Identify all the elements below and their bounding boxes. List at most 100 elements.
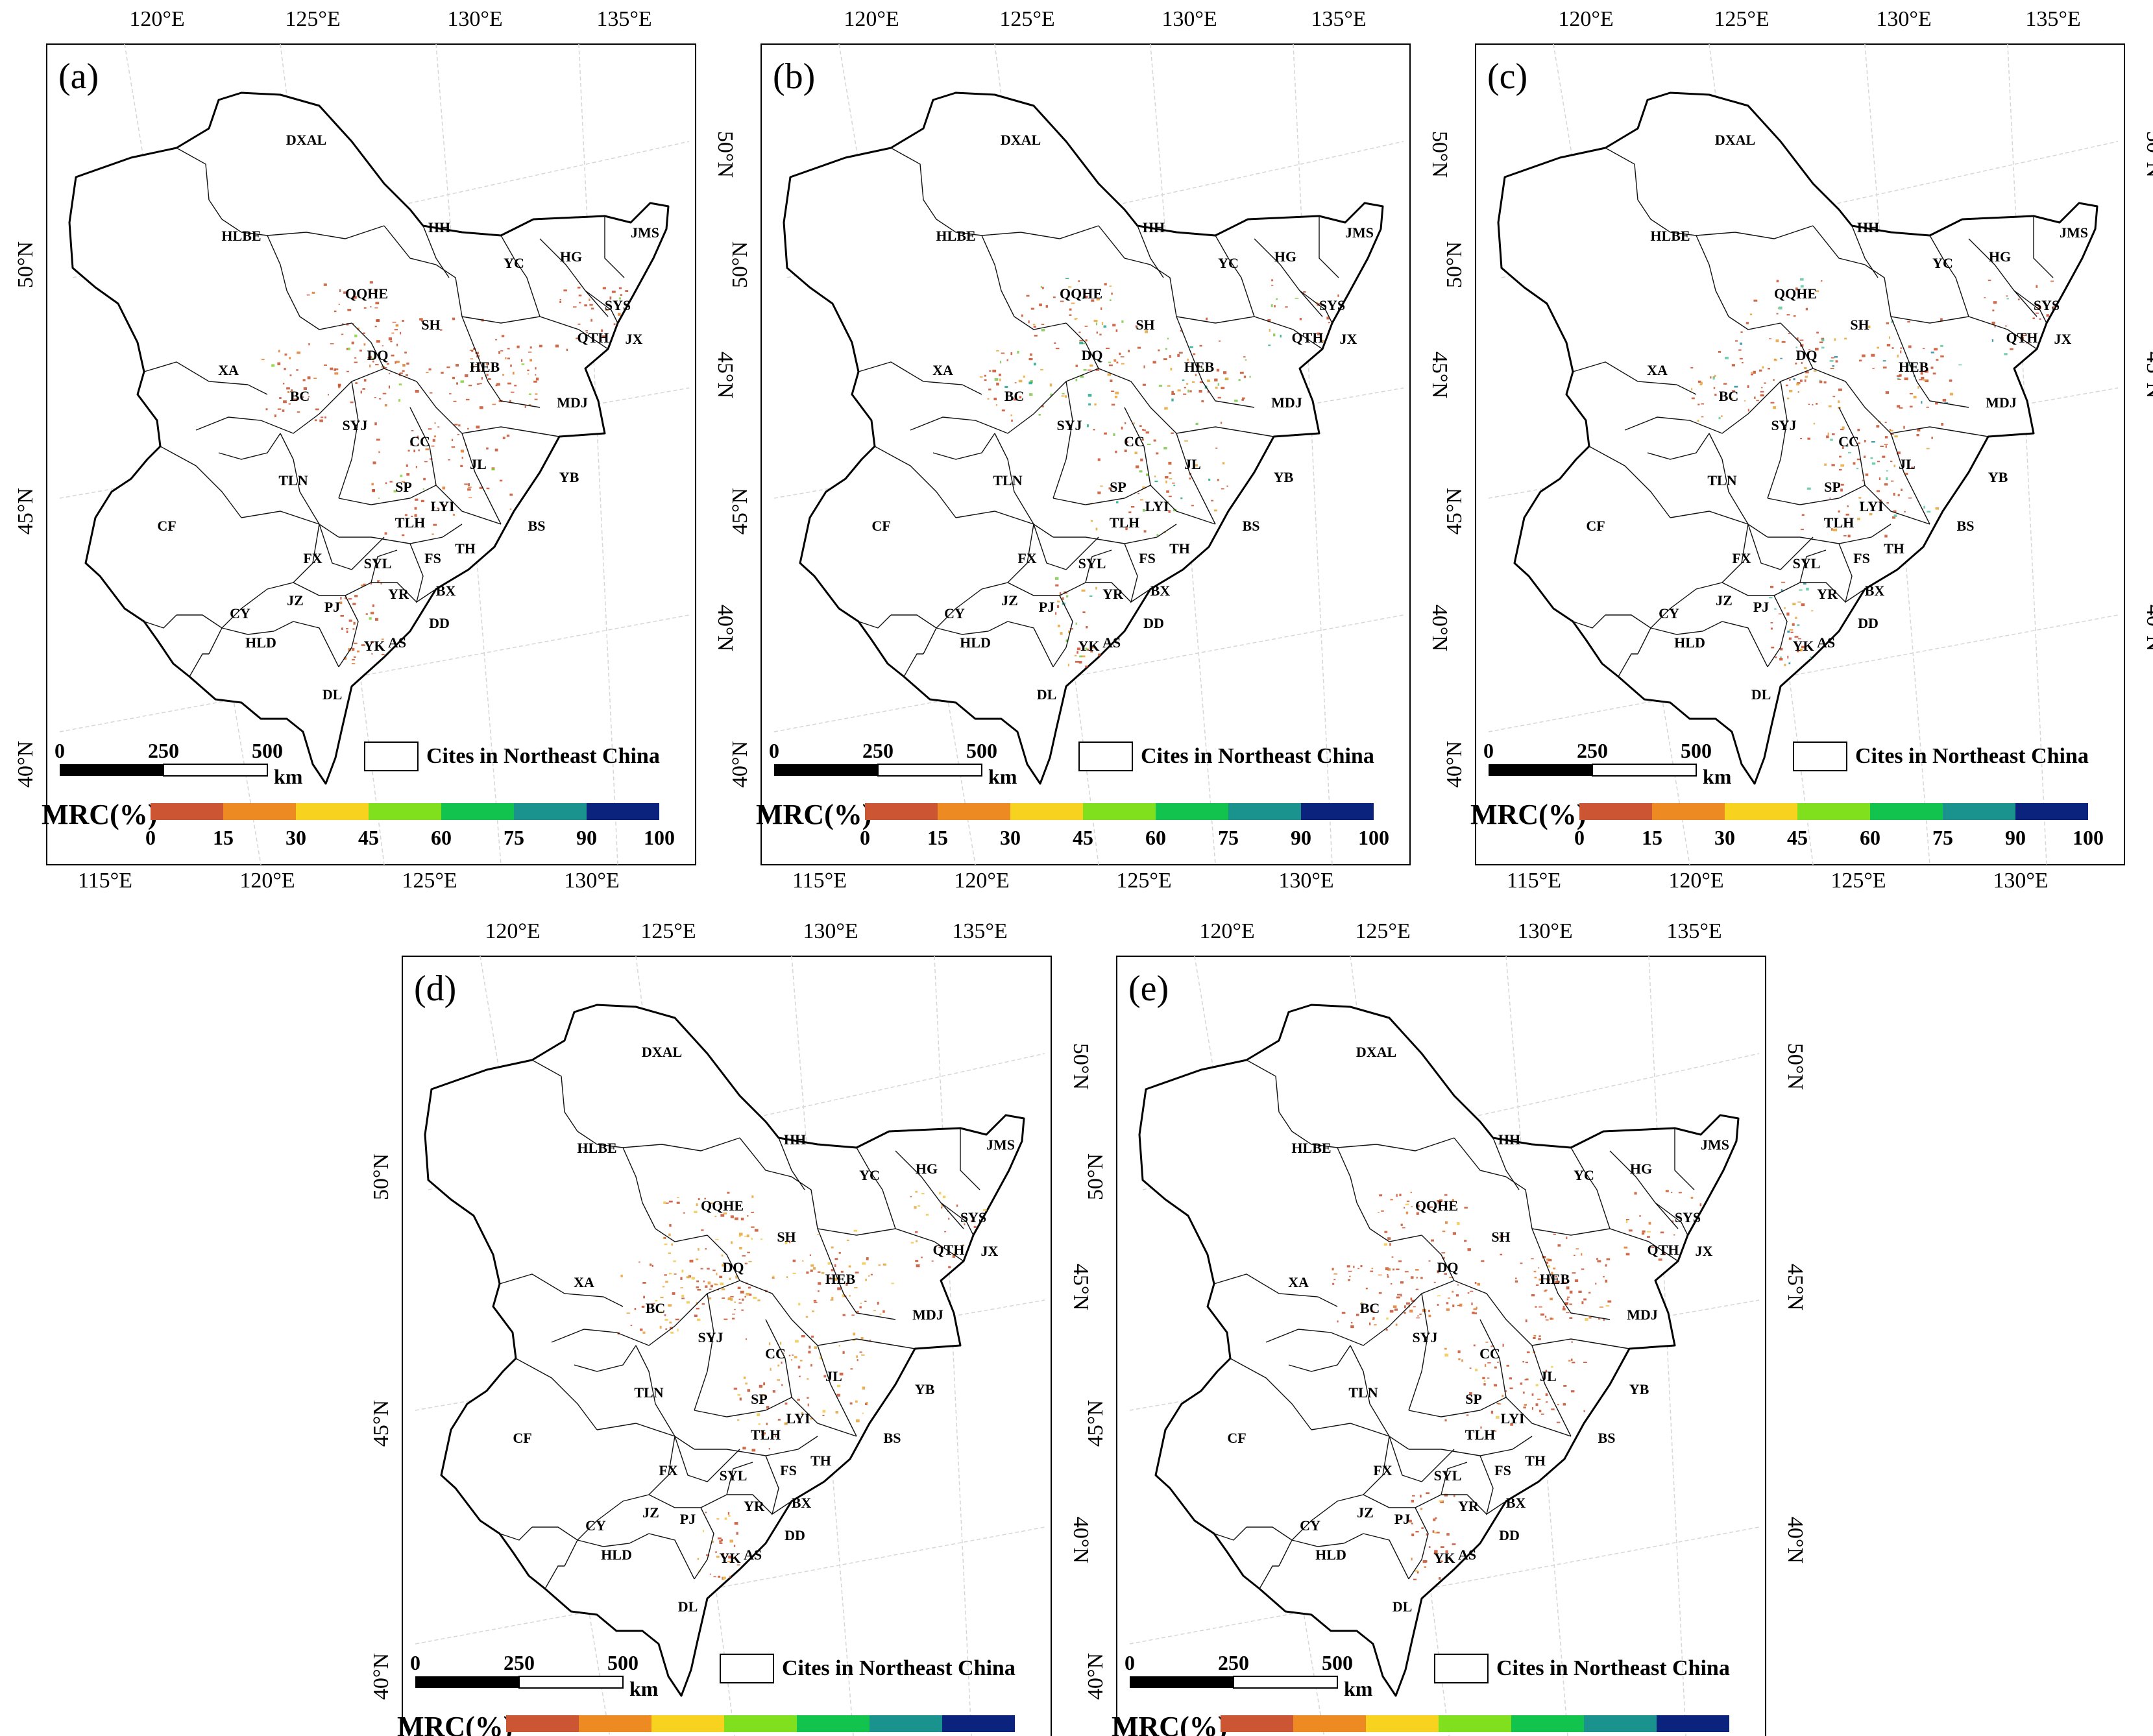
mrc-pixel: [1125, 440, 1128, 443]
mrc-pixel: [1243, 356, 1246, 357]
mrc-pixel: [718, 1575, 721, 1578]
mrc-pixel: [1186, 383, 1189, 385]
mrc-pixel: [311, 291, 315, 294]
mrc-pixel: [1215, 447, 1218, 449]
city-boundary: [1637, 588, 1697, 655]
mrc-pixel: [1807, 437, 1810, 440]
mrc-pixel: [1897, 494, 1900, 496]
mrc-pixel: [2052, 306, 2055, 308]
city-boundary: [1408, 1293, 1429, 1411]
mrc-pixel: [1776, 280, 1779, 283]
mrc-pixel: [642, 1331, 646, 1334]
city-boundaries: [499, 1059, 980, 1589]
mrc-pixel: [849, 1402, 853, 1404]
city-label: JMS: [986, 1137, 1015, 1153]
mrc-pixel: [1940, 318, 1943, 321]
scale-bar-white: [877, 764, 982, 777]
mrc-pixel: [983, 1209, 987, 1211]
mrc-pixel: [1893, 514, 1897, 518]
mrc-pixel: [1243, 376, 1247, 378]
mrc-pixel: [351, 663, 356, 664]
top-longitude-label: 135°E: [952, 919, 1007, 943]
colorbar-tick: 45: [1073, 826, 1093, 849]
mrc-pixel: [335, 368, 339, 370]
city-label: CC: [765, 1345, 786, 1362]
mrc-pixel: [1238, 379, 1241, 381]
mrc-pixel: [862, 1386, 866, 1390]
mrc-pixel: [1607, 1300, 1612, 1303]
city-boundary: [604, 216, 625, 278]
city-label: BS: [1957, 518, 1975, 534]
mrc-pixel: [1483, 1380, 1486, 1382]
city-boundary: [1085, 549, 1112, 583]
city-boundary: [1799, 549, 1827, 583]
mrc-pixel: [1433, 1281, 1436, 1283]
right-latitude-label: 40°N: [1783, 1517, 1807, 1563]
city-label: SYL: [720, 1467, 748, 1484]
mrc-pixel: [921, 1257, 923, 1259]
mrc-pixel: [1534, 1277, 1537, 1279]
city-boundary: [858, 361, 982, 395]
city-boundary: [218, 433, 281, 460]
mrc-pixel: [1747, 385, 1749, 388]
mrc-pixel: [500, 350, 504, 352]
mrc-pixel: [1993, 301, 1997, 304]
city-boundary: [648, 1533, 695, 1580]
mrc-pixel: [378, 398, 382, 400]
mrc-pixel: [1760, 391, 1764, 392]
mrc-pixel: [1811, 610, 1814, 612]
mrc-pixel: [1487, 1362, 1491, 1364]
mrc-pixel: [1076, 651, 1078, 654]
city-label: JL: [825, 1368, 842, 1384]
city-boundary: [1588, 446, 1671, 518]
mrc-pixel: [308, 396, 310, 398]
mrc-pixel: [1847, 452, 1851, 453]
mrc-pixel: [590, 307, 594, 309]
mrc-pixel: [669, 1272, 672, 1275]
city-label: SP: [1824, 479, 1841, 495]
mrc-pixel: [737, 1393, 741, 1396]
mrc-pixel: [1804, 379, 1806, 382]
mrc-pixel: [395, 324, 399, 327]
city-boundary: [1098, 225, 1177, 317]
mrc-pixel: [1473, 1344, 1476, 1347]
city-label: DXAL: [1001, 132, 1041, 148]
mrc-pixel: [1773, 379, 1775, 381]
mrc-pixel: [410, 443, 413, 446]
mrc-pixel: [754, 1229, 759, 1232]
mrc-pixel: [494, 448, 498, 452]
mrc-pixel: [1891, 480, 1894, 482]
mrc-pixel: [1437, 1270, 1440, 1273]
mrc-pixel: [1819, 380, 1821, 381]
city-boundary: [499, 1526, 533, 1541]
mrc-pixel: [781, 1361, 783, 1364]
mrc-pixel: [1350, 1321, 1353, 1324]
mrc-pixel: [1828, 405, 1832, 407]
colorbar-tick: 0: [860, 826, 870, 849]
city-label: CC: [1838, 433, 1859, 450]
mrc-pixel: [1217, 396, 1221, 399]
city-boundary: [189, 653, 209, 677]
mrc-pixel: [1882, 367, 1887, 368]
mrc-pixel: [870, 1273, 873, 1275]
city-label: DXAL: [1715, 132, 1755, 148]
mrc-pixel: [277, 362, 281, 365]
mrc-pixel: [1303, 291, 1306, 293]
mrc-pixel: [1207, 390, 1210, 393]
city-boundary: [1721, 621, 1768, 668]
mrc-pixel: [452, 317, 456, 320]
mrc-pixel: [1498, 1403, 1502, 1405]
mrc-pixel: [1455, 1294, 1459, 1297]
mrc-pixel: [1563, 1385, 1567, 1387]
panel-letter: (b): [773, 56, 815, 97]
mrc-pixel: [1410, 1192, 1412, 1194]
colorbar-swatch: [1083, 803, 1156, 820]
colorbar-swatch: [587, 803, 659, 820]
mrc-pixel: [1839, 468, 1842, 471]
mrc-pixel: [341, 323, 344, 324]
mrc-pixel: [1744, 400, 1746, 402]
mrc-pixel: [1647, 1236, 1650, 1238]
mrc-pixel: [1180, 330, 1183, 332]
